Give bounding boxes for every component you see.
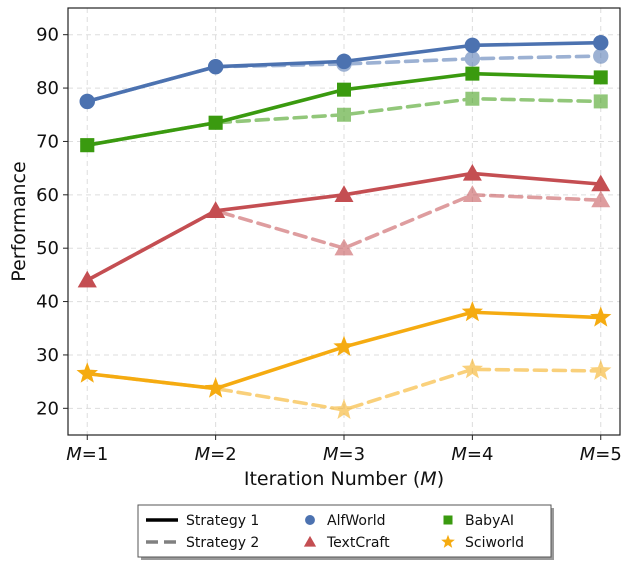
y-tick-label: 30 <box>36 345 59 366</box>
series-alfworld-strategy-1 <box>79 34 609 110</box>
series-sciworld-strategy-1 <box>76 301 612 398</box>
y-tick-label: 60 <box>36 185 59 206</box>
legend-label: Sciworld <box>465 535 524 551</box>
data-point-textcraft <box>206 201 226 218</box>
data-point-sciworld <box>76 362 98 383</box>
data-point-sciworld <box>461 301 484 322</box>
legend-marker-sciworld <box>441 534 455 548</box>
data-point-babyai <box>593 94 608 109</box>
data-point-textcraft <box>77 270 97 288</box>
legend-label: BabyAI <box>465 513 514 529</box>
legend-marker-babyai <box>443 515 453 525</box>
legend-label: AlfWorld <box>327 513 386 529</box>
x-tick-label: M=1 <box>66 444 108 465</box>
data-point-textcraft <box>462 163 482 181</box>
data-point-sciworld <box>461 358 484 379</box>
legend: Strategy 1 Strategy 2 AlfWorld BabyAI TextCr… <box>137 504 554 560</box>
data-point-sciworld <box>590 359 612 381</box>
x-axis-title: Iteration Number (M) <box>244 468 444 490</box>
data-point-alfworld <box>593 48 609 64</box>
data-point-textcraft <box>591 190 611 208</box>
legend-label: Strategy 2 <box>186 535 259 551</box>
x-tick-label: M=5 <box>580 444 622 465</box>
data-point-alfworld <box>464 37 481 54</box>
y-tick-label: 70 <box>36 131 59 152</box>
data-point-alfworld <box>593 34 609 51</box>
data-point-babyai <box>465 66 480 81</box>
axis-ticks: 20 30 40 50 60 70 80 90 M=1 M=2 M=3 M=4 M=5 <box>36 25 622 465</box>
data-point-alfworld <box>464 51 481 67</box>
data-point-alfworld <box>336 53 352 70</box>
data-point-alfworld <box>79 93 95 110</box>
y-tick-label: 80 <box>36 78 59 99</box>
y-tick-label: 20 <box>36 398 59 419</box>
data-point-textcraft <box>334 238 354 256</box>
data-point-textcraft <box>591 174 611 192</box>
legend-marker-alfworld <box>305 515 315 525</box>
data-point-babyai <box>80 138 95 153</box>
series-babyai-strategy-1 <box>80 66 608 153</box>
legend-label: Strategy 1 <box>186 513 259 529</box>
data-point-babyai <box>465 91 480 106</box>
y-tick-label: 40 <box>36 292 59 313</box>
data-point-sciworld <box>333 398 355 419</box>
data-point-sciworld <box>333 335 355 356</box>
data-point-babyai <box>337 82 351 97</box>
y-axis-title: Performance <box>8 161 30 281</box>
y-tick-label: 50 <box>36 238 59 259</box>
legend-box <box>137 504 552 558</box>
x-tick-label: M=2 <box>195 444 237 465</box>
series-textcraft-strategy-1 <box>77 163 611 288</box>
series-lines <box>76 34 612 419</box>
y-tick-label: 90 <box>36 25 59 46</box>
data-point-textcraft <box>462 185 482 202</box>
x-tick-label: M=4 <box>451 444 493 465</box>
data-point-sciworld <box>590 306 612 327</box>
data-point-sciworld <box>204 377 227 398</box>
data-point-textcraft <box>334 185 354 202</box>
data-point-alfworld <box>207 59 224 75</box>
data-point-babyai <box>337 107 351 122</box>
data-point-babyai <box>208 115 223 130</box>
x-tick-label: M=3 <box>323 444 365 465</box>
legend-marker-textcraft <box>303 535 317 547</box>
legend-label: TextCraft <box>326 535 390 551</box>
data-point-babyai <box>593 70 608 85</box>
